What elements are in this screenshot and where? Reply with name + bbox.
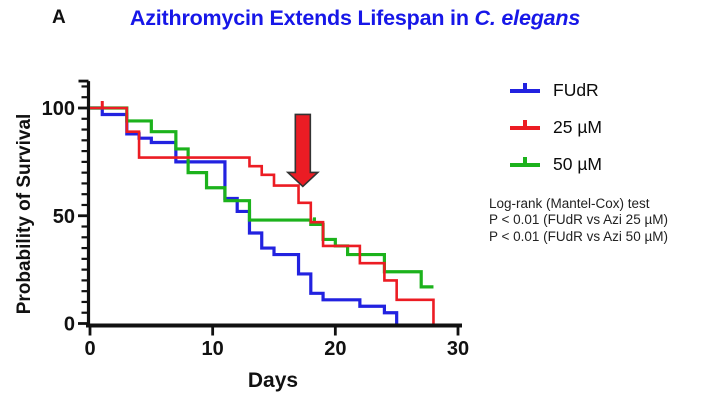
legend-label: 25 µM xyxy=(553,117,602,137)
red-arrow-annotation-icon xyxy=(285,113,320,188)
fudr-line-marker-icon xyxy=(510,82,540,93)
svg-text:Probability of Survival: Probability of Survival xyxy=(14,114,35,315)
statistics-note: Log-rank (Mantel-Cox) test P < 0.01 (FUd… xyxy=(489,196,668,245)
azi25-line-marker-icon xyxy=(510,119,540,130)
stats-pvalue-25um: P < 0.01 (FUdR vs Azi 25 µM) xyxy=(489,212,668,228)
legend-item-50um: 50 µM xyxy=(510,146,602,183)
legend-item-fudr: FUdR xyxy=(510,72,602,109)
legend-label: FUdR xyxy=(553,80,599,100)
azi50-line-marker-icon xyxy=(510,156,540,167)
chart-title: Azithromycin Extends Lifespan in C. eleg… xyxy=(0,6,710,31)
legend-item-25um: 25 µM xyxy=(510,109,602,146)
chart-title-main: Azithromycin Extends Lifespan in xyxy=(129,6,469,30)
svg-text:100: 100 xyxy=(42,98,75,120)
stats-test-name: Log-rank (Mantel-Cox) test xyxy=(489,196,650,211)
svg-text:0: 0 xyxy=(64,314,75,336)
panel-letter: A xyxy=(52,7,66,28)
legend: FUdR 25 µM 50 µM xyxy=(510,72,602,183)
svg-text:20: 20 xyxy=(324,338,346,360)
svg-text:0: 0 xyxy=(84,338,95,360)
chart-title-species: C. elegans xyxy=(474,6,581,30)
svg-text:30: 30 xyxy=(447,338,469,360)
svg-text:Days: Days xyxy=(248,369,298,392)
stats-pvalue-50um: P < 0.01 (FUdR vs Azi 50 µM) xyxy=(489,228,668,244)
legend-label: 50 µM xyxy=(553,154,602,174)
svg-text:50: 50 xyxy=(53,206,75,228)
svg-text:10: 10 xyxy=(202,338,224,360)
